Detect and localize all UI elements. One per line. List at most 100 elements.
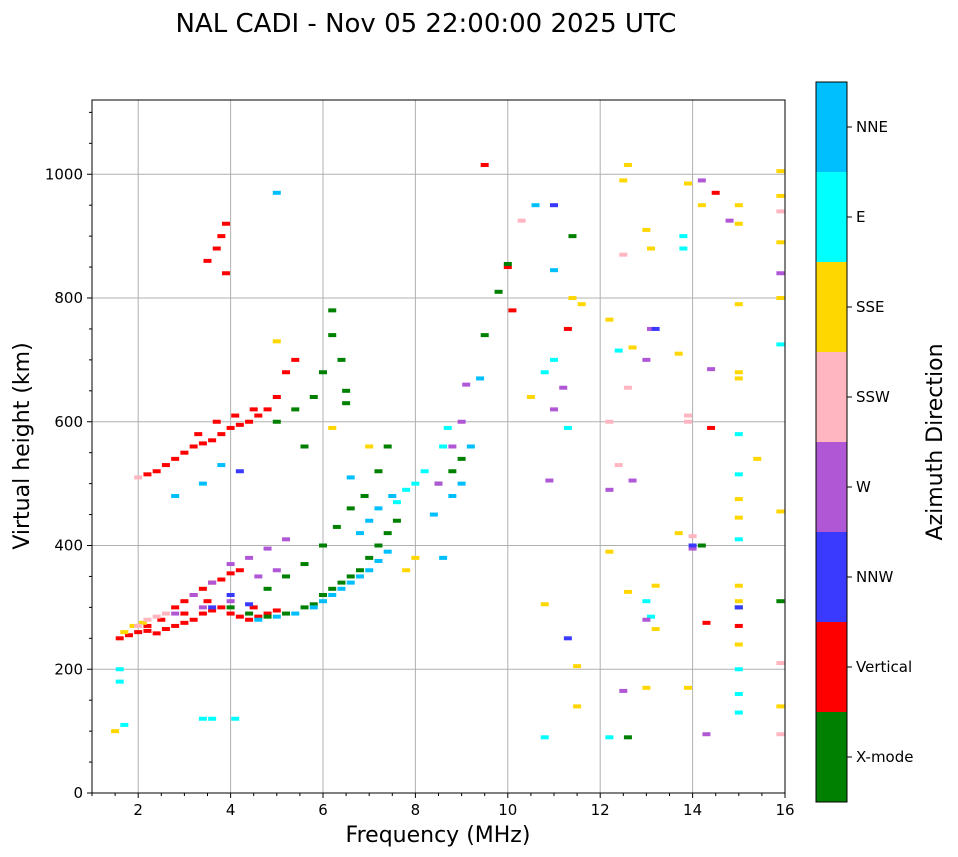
data-point (115, 636, 124, 641)
data-point (254, 617, 263, 622)
data-point (272, 568, 281, 573)
data-point (734, 710, 743, 715)
colorbar-segment (816, 442, 847, 532)
data-point (734, 515, 743, 520)
data-point (776, 509, 785, 514)
data-point (563, 636, 572, 641)
data-point (540, 370, 549, 375)
data-point (235, 469, 244, 474)
y-tick-label: 0 (73, 784, 83, 802)
data-point (476, 376, 485, 381)
data-point (198, 441, 207, 446)
data-point (702, 732, 711, 737)
data-point (734, 221, 743, 226)
data-point (619, 178, 628, 183)
colorbar-segment (816, 352, 847, 442)
x-axis: 2 4 6 8 10 12 14 16 (91, 793, 795, 819)
data-point (272, 395, 281, 399)
data-point (383, 444, 392, 449)
data-point (563, 425, 572, 430)
data-point (734, 497, 743, 502)
data-point (208, 580, 217, 585)
data-point (383, 531, 392, 536)
data-point (203, 599, 212, 604)
data-point (734, 432, 743, 437)
data-point (152, 631, 161, 636)
data-point (263, 614, 272, 619)
data-point (143, 628, 152, 633)
data-point (245, 555, 254, 560)
data-point (688, 546, 697, 551)
data-point (651, 326, 660, 331)
data-point (605, 735, 614, 740)
chart-title: NAL CADI - Nov 05 22:00:00 2025 UTC (176, 9, 677, 39)
data-point (249, 407, 258, 412)
data-point (203, 258, 212, 263)
data-point (198, 611, 207, 616)
x-tick-label: 10 (498, 801, 517, 819)
data-point (605, 549, 614, 554)
data-point (568, 296, 577, 300)
data-point (605, 487, 614, 492)
data-point (245, 419, 254, 424)
data-point (263, 586, 272, 591)
data-point (674, 351, 683, 356)
data-point (734, 302, 743, 307)
y-axis-label: Virtual height (km) (10, 342, 35, 549)
data-point (573, 664, 582, 669)
y-tick-label: 1000 (45, 165, 83, 183)
data-point (365, 555, 374, 560)
data-point (725, 218, 734, 223)
data-point (355, 531, 364, 536)
colorbar-segment (816, 712, 847, 802)
data-point (337, 580, 346, 585)
data-point (683, 685, 692, 690)
data-point (402, 487, 411, 492)
data-point (776, 296, 785, 300)
data-point (171, 494, 180, 498)
data-point (212, 419, 221, 424)
data-point (208, 716, 217, 721)
data-point (328, 308, 337, 313)
data-point (420, 469, 429, 474)
colorbar-tick-label: E (856, 208, 865, 226)
data-point (388, 494, 397, 498)
data-point (559, 385, 568, 390)
colorbar: X-mode Vertical NNW W SSW SSE E NNE (815, 81, 913, 803)
data-point (221, 271, 230, 276)
data-point (734, 599, 743, 604)
data-point (235, 568, 244, 573)
data-point (337, 586, 346, 591)
data-point (517, 218, 526, 223)
data-point (226, 562, 235, 567)
data-point (550, 407, 558, 412)
data-point (198, 586, 207, 591)
data-point (226, 571, 235, 576)
data-point (198, 605, 207, 610)
data-point (226, 611, 235, 616)
data-point (143, 623, 152, 628)
data-point (647, 614, 656, 619)
data-point (647, 246, 656, 251)
data-point (217, 463, 226, 468)
data-point (374, 543, 383, 548)
data-point (208, 605, 217, 610)
data-point (776, 271, 785, 276)
data-point (134, 630, 143, 635)
colorbar-tick-label: W (856, 478, 871, 496)
data-point (360, 494, 369, 498)
colorbar-tick-label: SSW (856, 388, 890, 406)
data-point (776, 342, 785, 347)
data-point (753, 456, 762, 461)
data-point (457, 456, 466, 461)
colorbar-segment (816, 532, 847, 622)
colorbar-segment (816, 172, 847, 262)
data-point (198, 481, 207, 486)
data-point (300, 605, 309, 610)
data-point (614, 463, 623, 468)
x-axis-label: Frequency (MHz) (346, 823, 531, 848)
data-point (272, 190, 281, 195)
data-point (573, 704, 582, 709)
data-point (683, 181, 692, 186)
data-point (272, 614, 281, 619)
